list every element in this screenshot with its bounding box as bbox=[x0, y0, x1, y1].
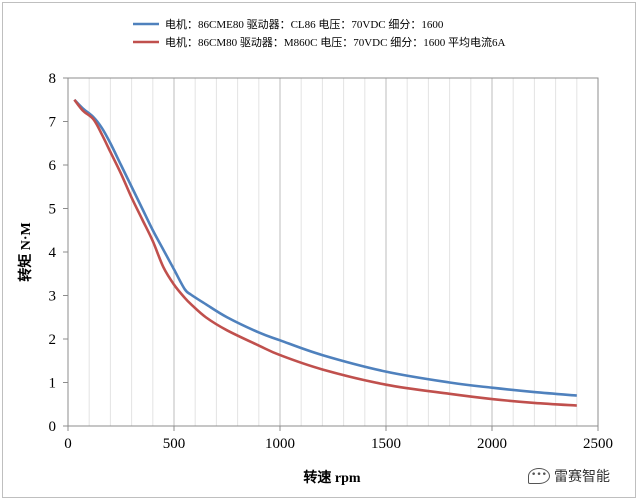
y-tick-label: 2 bbox=[49, 332, 57, 348]
y-tick-label: 6 bbox=[49, 158, 57, 174]
x-tick-label: 1500 bbox=[371, 436, 401, 452]
plot-area-border bbox=[67, 77, 599, 427]
y-tick-label: 5 bbox=[49, 202, 57, 218]
watermark: ••• 雷赛智能 bbox=[528, 466, 610, 486]
x-tick-label: 0 bbox=[64, 436, 72, 452]
series-line-2 bbox=[73, 98, 577, 407]
y-tick-label: 0 bbox=[49, 419, 57, 435]
y-tick-label: 3 bbox=[49, 289, 57, 305]
y-tick-label: 1 bbox=[49, 376, 57, 392]
wechat-bubble-icon: ••• bbox=[528, 468, 550, 484]
grid-layer bbox=[67, 78, 599, 426]
x-tick-label: 500 bbox=[163, 436, 186, 452]
axis-layer: 0 500 1000 1500 2000 2500 0 1 2 3 4 5 6 7 8 bbox=[49, 71, 614, 452]
x-tick-label: 2500 bbox=[583, 436, 613, 452]
watermark-text: 雷赛智能 bbox=[554, 469, 610, 485]
series-layer bbox=[73, 98, 577, 407]
series-line-1 bbox=[73, 98, 577, 397]
y-tick-label: 8 bbox=[49, 71, 57, 87]
x-tick-label: 1000 bbox=[265, 436, 295, 452]
x-axis-title: 转速 rpm bbox=[303, 469, 360, 486]
legend-label-2: 电机：86CM80 驱动器：M860C 电压：70VDC 细分：1600 平均电… bbox=[165, 35, 505, 49]
chart-frame bbox=[2, 2, 636, 498]
legend-layer: 电机：86CME80 驱动器：CL86 电压：70VDC 细分：1600 电机：8… bbox=[133, 17, 505, 49]
y-tick-label: 4 bbox=[49, 245, 57, 261]
legend-label-1: 电机：86CME80 驱动器：CL86 电压：70VDC 细分：1600 bbox=[165, 17, 444, 31]
y-axis-title: 转矩 N·M bbox=[17, 222, 34, 282]
y-tick-label: 7 bbox=[49, 115, 57, 131]
x-tick-label: 2000 bbox=[477, 436, 507, 452]
